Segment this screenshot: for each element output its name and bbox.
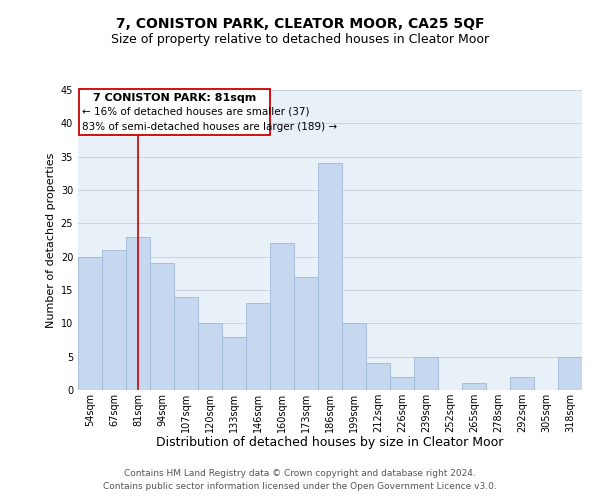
FancyBboxPatch shape [79,88,270,136]
Bar [222,336,246,390]
Bar [462,384,486,390]
Bar [150,264,174,390]
Bar [390,376,414,390]
Bar [174,296,198,390]
Text: Size of property relative to detached houses in Cleator Moor: Size of property relative to detached ho… [111,32,489,46]
Bar [246,304,270,390]
Bar [366,364,390,390]
Y-axis label: Number of detached properties: Number of detached properties [46,152,56,328]
X-axis label: Distribution of detached houses by size in Cleator Moor: Distribution of detached houses by size … [157,436,503,450]
Bar [270,244,294,390]
Bar [78,256,102,390]
Bar [126,236,150,390]
Bar [558,356,582,390]
Bar [510,376,534,390]
Bar [414,356,438,390]
Text: ← 16% of detached houses are smaller (37): ← 16% of detached houses are smaller (37… [82,106,309,116]
Bar [198,324,222,390]
Bar [318,164,342,390]
Text: 83% of semi-detached houses are larger (189) →: 83% of semi-detached houses are larger (… [82,122,337,132]
Text: 7 CONISTON PARK: 81sqm: 7 CONISTON PARK: 81sqm [93,92,256,102]
Text: Contains HM Land Registry data © Crown copyright and database right 2024.
Contai: Contains HM Land Registry data © Crown c… [103,469,497,491]
Bar [342,324,366,390]
Text: 7, CONISTON PARK, CLEATOR MOOR, CA25 5QF: 7, CONISTON PARK, CLEATOR MOOR, CA25 5QF [116,18,484,32]
Bar [294,276,318,390]
Bar [102,250,126,390]
